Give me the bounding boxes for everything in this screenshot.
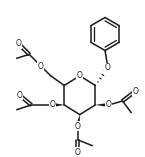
Text: O: O xyxy=(75,148,81,157)
Text: O: O xyxy=(106,100,112,109)
Text: O: O xyxy=(50,100,56,109)
Text: O: O xyxy=(77,71,83,80)
Text: O: O xyxy=(17,91,22,100)
Polygon shape xyxy=(53,103,64,107)
Polygon shape xyxy=(76,115,80,127)
Text: O: O xyxy=(105,63,111,73)
Text: O: O xyxy=(132,87,138,96)
Polygon shape xyxy=(95,103,109,107)
Text: O: O xyxy=(16,39,21,48)
Text: O: O xyxy=(38,62,44,70)
Text: O: O xyxy=(75,122,81,131)
